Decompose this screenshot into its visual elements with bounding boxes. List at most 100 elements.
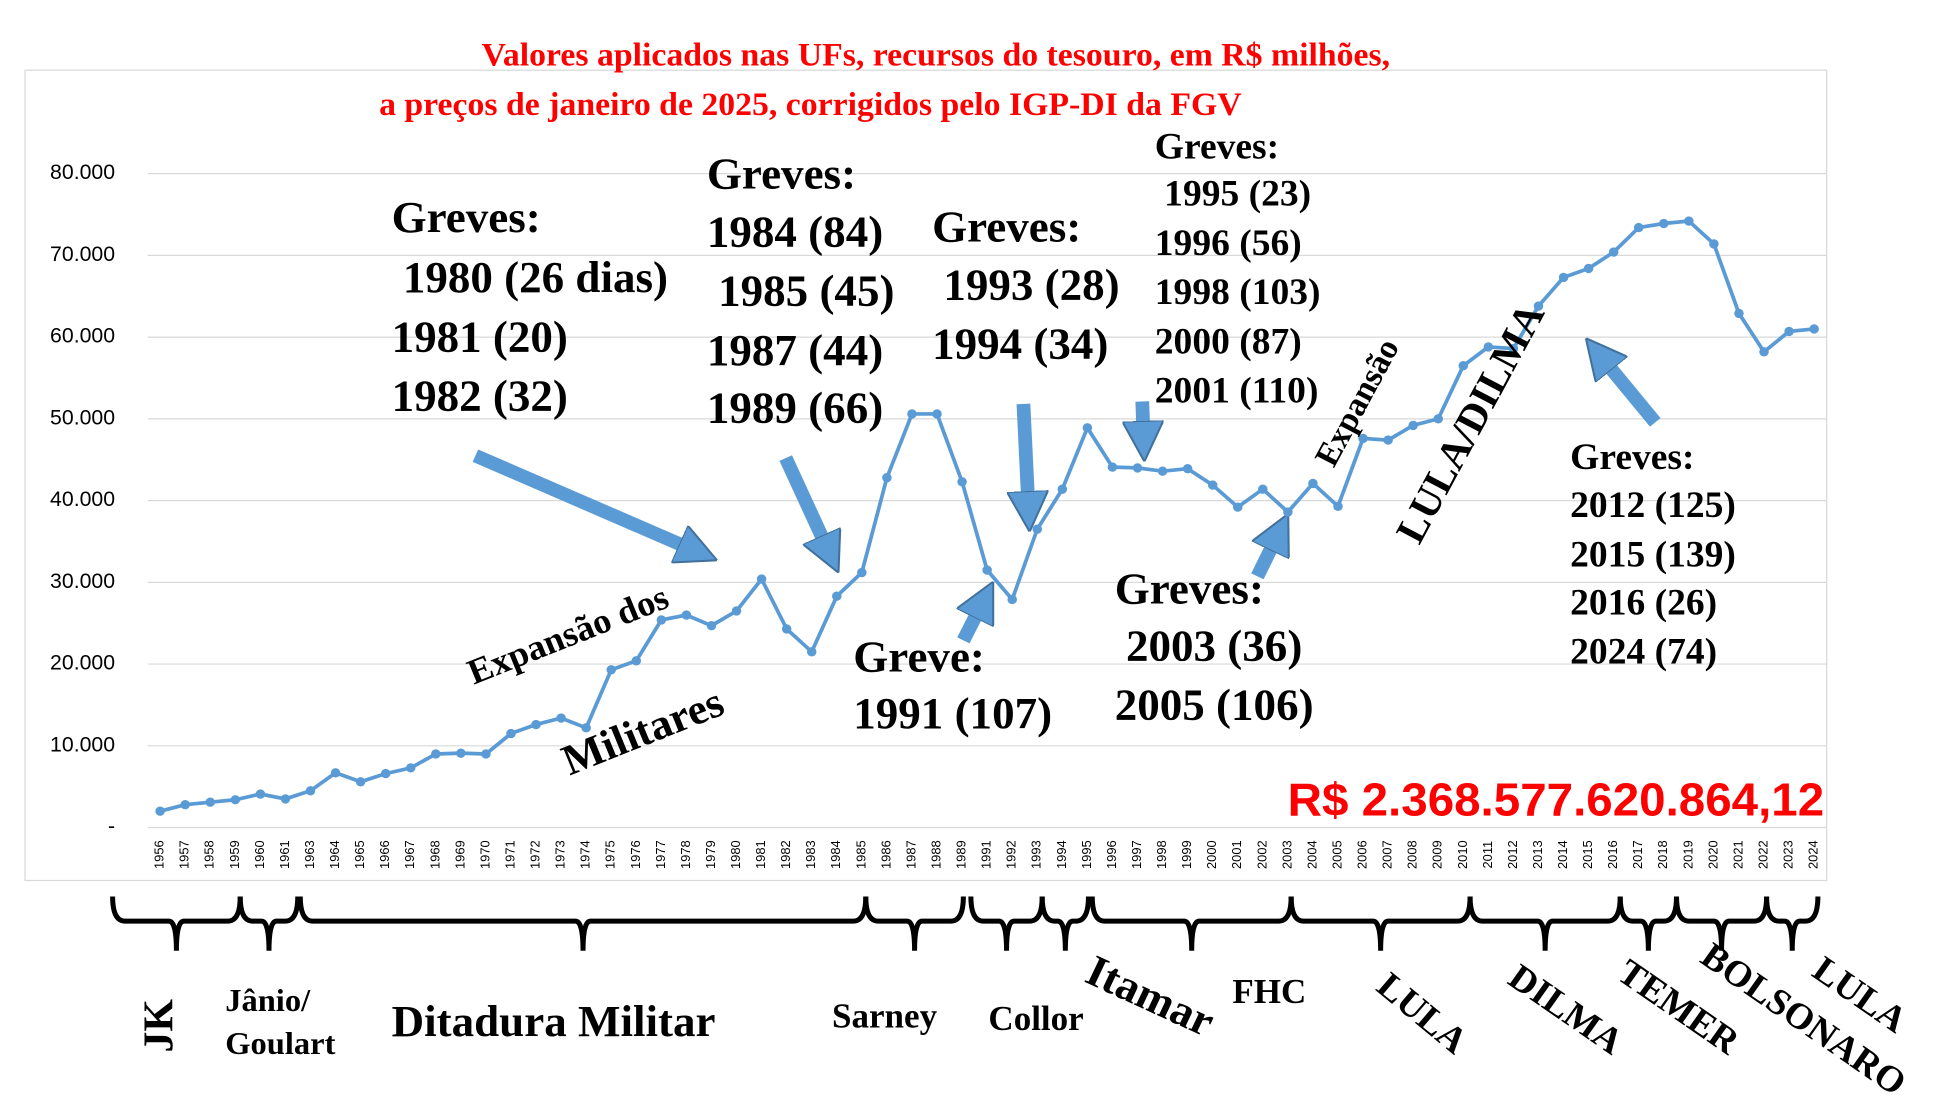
- data-point: [907, 409, 917, 419]
- x-tick-label: 2007: [1379, 840, 1394, 869]
- period-label: FHC: [1232, 972, 1306, 1011]
- x-tick-label: 2011: [1480, 841, 1495, 869]
- x-tick-label: 2004: [1304, 840, 1319, 869]
- data-point: [180, 799, 190, 810]
- x-tick-label: 1991: [979, 840, 994, 869]
- x-tick-label: 1970: [477, 840, 492, 869]
- annotation: 1989 (66): [707, 383, 883, 433]
- period-label: Goulart: [225, 1025, 335, 1061]
- data-point: [982, 565, 992, 575]
- x-tick-label: 1956: [152, 840, 167, 869]
- y-tick-label: 80.000: [50, 161, 115, 184]
- x-tick-label: 1968: [427, 840, 442, 869]
- data-point: [781, 624, 792, 634]
- x-tick-label: 1966: [377, 840, 392, 869]
- y-tick-label: 70.000: [50, 243, 115, 266]
- annotation: 2005 (106): [1115, 680, 1314, 730]
- plot-frame: [24, 69, 1828, 882]
- x-tick-label: 2017: [1630, 840, 1645, 869]
- x-tick-label: 1960: [252, 840, 267, 869]
- data-point: [1182, 464, 1193, 474]
- x-tick-label: 1963: [302, 840, 317, 869]
- data-point: [631, 656, 642, 666]
- x-tick-label: 2020: [1705, 840, 1720, 869]
- x-tick-label: 2023: [1780, 840, 1795, 869]
- x-tick-label: 1994: [1054, 840, 1069, 869]
- data-point: [1784, 326, 1794, 337]
- data-point: [1433, 414, 1443, 424]
- x-tick-label: 1992: [1004, 840, 1019, 869]
- x-tick-label: 1996: [1104, 840, 1119, 869]
- data-point: [1283, 507, 1293, 517]
- arrow: [1251, 536, 1277, 580]
- arrow: [472, 449, 694, 551]
- x-tick-label: 1997: [1129, 840, 1144, 869]
- data-point: [1132, 463, 1143, 473]
- data-point: [330, 768, 341, 778]
- data-point: [1809, 324, 1819, 334]
- data-point: [656, 615, 667, 625]
- annotation: 1993 (28): [932, 260, 1120, 310]
- data-point: [355, 777, 366, 787]
- x-tick-label: 1979: [703, 840, 718, 869]
- annotation: 1982 (32): [392, 371, 568, 421]
- data-point: [1057, 484, 1068, 494]
- annotation: Greves:: [1155, 127, 1279, 168]
- arrow: [1023, 403, 1028, 507]
- x-tick-label: 2015: [1580, 840, 1595, 869]
- annotation: 1995 (23): [1155, 174, 1311, 215]
- annotation: Greves:: [707, 149, 856, 199]
- y-tick-label: -: [108, 815, 115, 838]
- annotation: 1980 (26 dias): [392, 252, 668, 302]
- data-point: [1558, 272, 1569, 283]
- annotation: Greves:: [1115, 564, 1264, 614]
- x-tick-label: 2021: [1730, 840, 1745, 869]
- x-tick-label: 1978: [678, 840, 693, 869]
- period-label: JK: [135, 999, 182, 1053]
- data-point: [155, 806, 165, 816]
- x-tick-label: 2002: [1254, 840, 1269, 869]
- x-tick-label: 1973: [552, 840, 567, 869]
- x-tick-label: 1985: [853, 840, 868, 869]
- period-label: DILMA: [1501, 957, 1631, 1063]
- data-point: [857, 567, 867, 578]
- data-point: [205, 797, 216, 807]
- data-point: [1333, 501, 1343, 511]
- period-brace: [1674, 896, 1770, 951]
- x-tick-label: 1977: [653, 840, 668, 869]
- x-tick-label: 2018: [1655, 840, 1670, 869]
- x-tick-label: 1972: [527, 840, 542, 869]
- period-label: Collor: [988, 999, 1083, 1038]
- annotation: Greves:: [1570, 437, 1694, 478]
- x-tick-label: 2019: [1680, 840, 1695, 869]
- data-point: [481, 749, 491, 759]
- period-brace: [237, 896, 301, 951]
- x-tick-label: 1999: [1179, 840, 1194, 869]
- data-point: [506, 728, 516, 739]
- data-point: [1483, 342, 1494, 352]
- period-label: Ditadura Militar: [392, 996, 716, 1046]
- annotation: Greves:: [932, 202, 1081, 252]
- x-tick-label: 2016: [1605, 840, 1620, 869]
- x-tick-label: 1993: [1029, 840, 1044, 869]
- data-point: [681, 610, 692, 620]
- data-point: [305, 786, 316, 796]
- data-point: [731, 606, 742, 616]
- x-tick-label: 1971: [502, 840, 517, 869]
- data-point: [1508, 343, 1519, 354]
- x-tick-label: 1974: [578, 840, 593, 869]
- data-point: [1633, 222, 1644, 233]
- x-tick-label: 1988: [928, 840, 943, 869]
- data-point: [832, 591, 842, 601]
- x-tick-label: 2006: [1354, 840, 1369, 869]
- x-tick-label: 2008: [1405, 840, 1420, 869]
- arrow: [963, 603, 982, 644]
- data-point: [431, 749, 441, 759]
- data-point: [1684, 216, 1694, 226]
- arrow: [1601, 357, 1661, 427]
- data-point: [706, 620, 717, 631]
- x-tick-label: 1981: [753, 840, 768, 869]
- data-point: [380, 768, 391, 779]
